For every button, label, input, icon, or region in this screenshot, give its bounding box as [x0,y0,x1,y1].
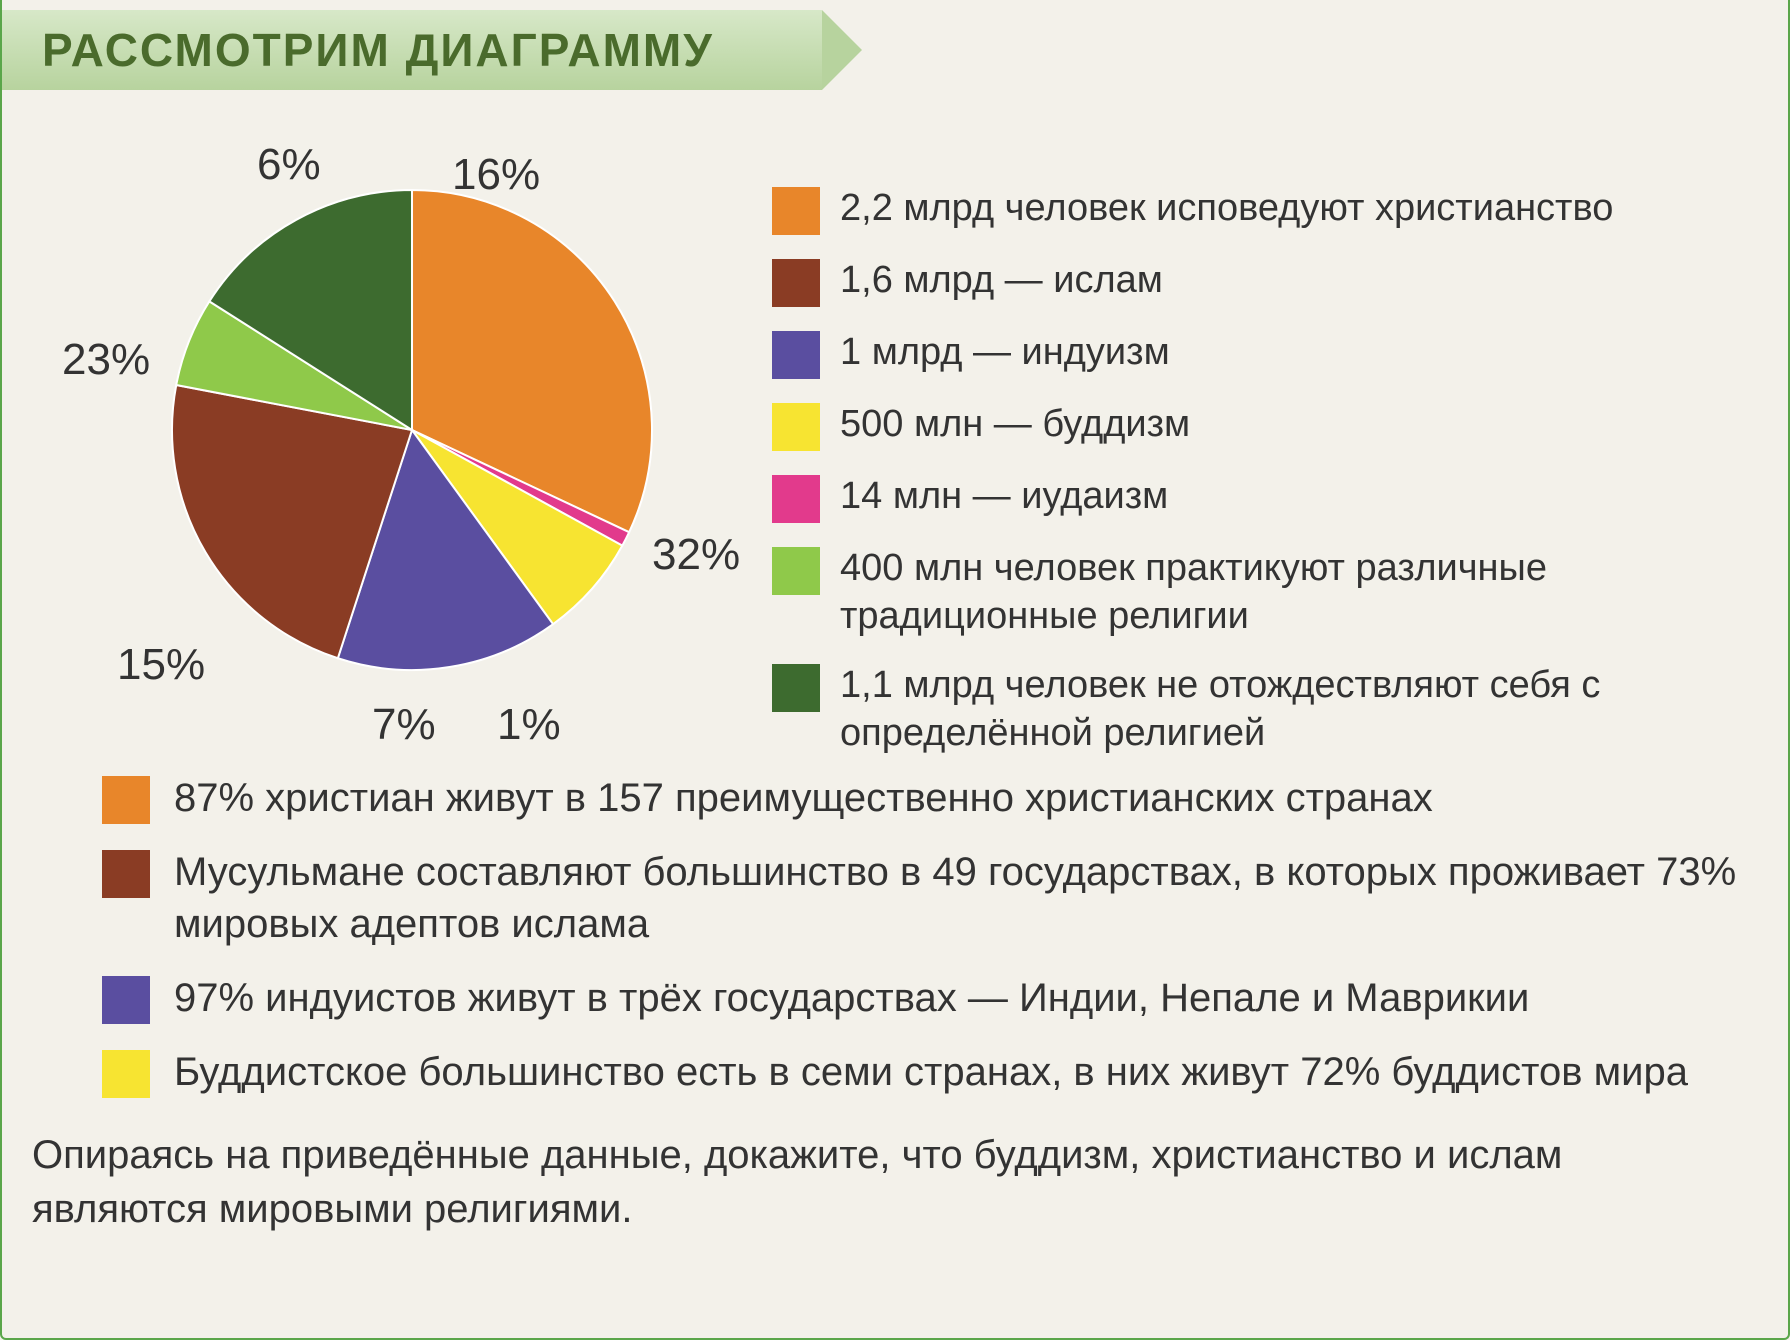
legend-swatch [772,475,820,523]
legend-swatch [772,259,820,307]
pct-label-hinduism: 15% [117,640,205,690]
pct-label-buddhism: 7% [372,700,436,750]
fact-swatch [102,1050,150,1098]
pct-label-traditional: 6% [257,140,321,190]
fact-text: 97% индуистов живут в трёх государствах … [174,972,1529,1024]
facts-list: 87% христиан живут в 157 преимущественно… [102,772,1758,1098]
legend-swatch [772,547,820,595]
fact-item: 97% индуистов живут в трёх государствах … [102,972,1758,1024]
page: РАССМОТРИМ ДИАГРАММУ 32% 1% 7% 15% 23% 6% 16% … [0,0,1790,1340]
legend-text: 14 млн — иудаизм [840,473,1168,521]
fact-item: 87% христиан живут в 157 преимущественно… [102,772,1758,824]
fact-swatch [102,976,150,1024]
legend-text: 400 млн человек практикуют различные тра… [840,545,1758,640]
legend: 2,2 млрд человек исповедуют христианство… [772,185,1758,757]
fact-item: Буддистское большинство есть в семи стра… [102,1046,1758,1098]
assignment-prompt: Опираясь на приведённые данные, докажите… [32,1128,1758,1236]
legend-item: 1,6 млрд — ислам [772,257,1758,307]
pie-chart: 32%1%7%15%23%6%16% [92,110,732,750]
legend-swatch [772,403,820,451]
legend-text: 2,2 млрд человек исповедуют христианство [840,185,1613,233]
legend-text: 1,6 млрд — ислам [840,257,1163,305]
pct-label-none: 16% [452,150,540,200]
pct-label-islam: 23% [62,335,150,385]
fact-text: 87% христиан живут в 157 преимущественно… [174,772,1433,824]
pct-label-judaism: 1% [497,700,561,750]
fact-text: Мусульмане составляют большинство в 49 г… [174,846,1758,950]
legend-item: 14 млн — иудаизм [772,473,1758,523]
legend-item: 1 млрд — индуизм [772,329,1758,379]
title-band: РАССМОТРИМ ДИАГРАММУ [2,10,822,90]
legend-text: 1 млрд — индуизм [840,329,1170,377]
title-banner: РАССМОТРИМ ДИАГРАММУ [2,10,822,90]
legend-item: 1,1 млрд человек не отождествляют себя с… [772,662,1758,757]
fact-item: Мусульмане составляют большинство в 49 г… [102,846,1758,950]
fact-text: Буддистское большинство есть в семи стра… [174,1046,1688,1098]
pie-svg [162,180,662,680]
fact-swatch [102,850,150,898]
legend-item: 2,2 млрд человек исповедуют христианство [772,185,1758,235]
chart-row: 32% 1% 7% 15% 23% 6% 16% 2,2 млрд человек испо… [32,110,1758,757]
legend-item: 400 млн человек практикуют различные тра… [772,545,1758,640]
legend-text: 500 млн — буддизм [840,401,1190,449]
legend-swatch [772,187,820,235]
fact-swatch [102,776,150,824]
legend-item: 500 млн — буддизм [772,401,1758,451]
legend-swatch [772,664,820,712]
legend-text: 1,1 млрд человек не отождествляют себя с… [840,662,1758,757]
legend-swatch [772,331,820,379]
page-title: РАССМОТРИМ ДИАГРАММУ [42,23,714,77]
pct-label-christianity: 32% [652,530,740,580]
